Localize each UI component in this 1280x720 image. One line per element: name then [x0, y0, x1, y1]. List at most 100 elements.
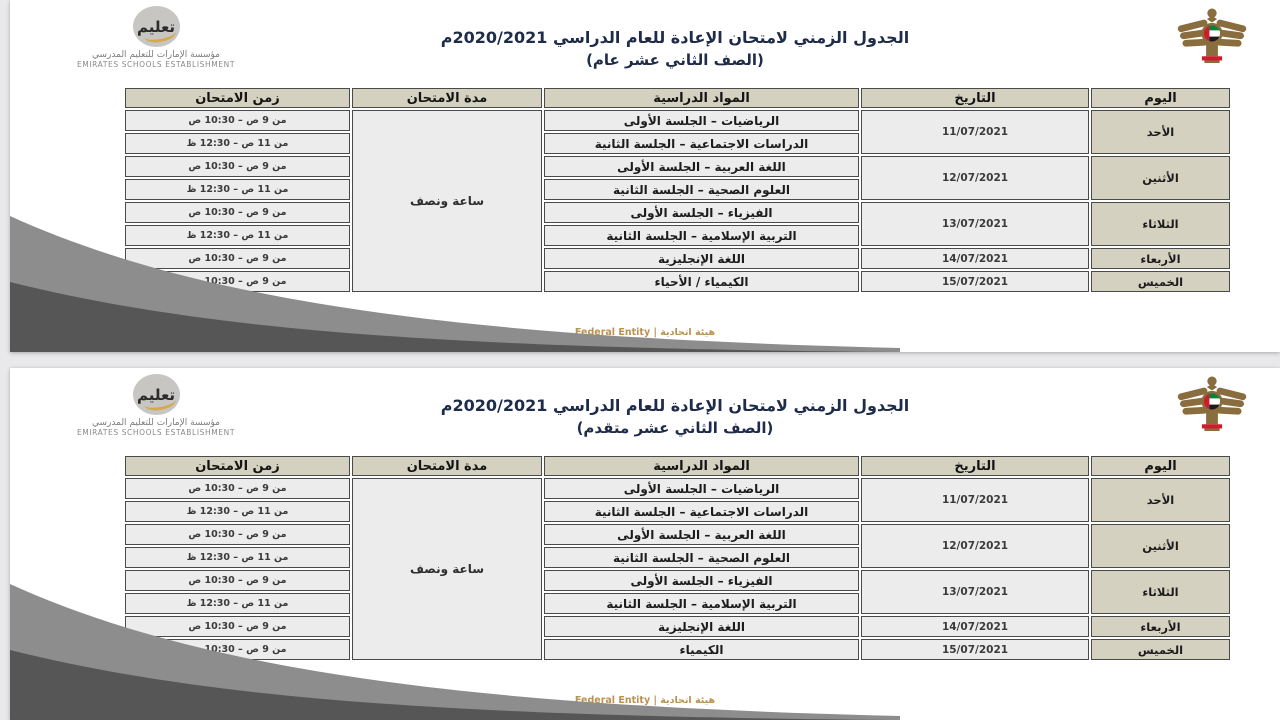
date-cell: 12/07/2021: [861, 524, 1089, 568]
day-cell: الأثنين: [1091, 524, 1230, 568]
column-header: التاريخ: [861, 456, 1089, 476]
day-cell: الأربعاء: [1091, 616, 1230, 637]
time-cell: من 9 ص – 10:30 ص: [125, 639, 350, 660]
time-cell: من 9 ص – 10:30 ص: [125, 524, 350, 545]
uae-emblem-icon: [1177, 376, 1247, 432]
date-cell: 11/07/2021: [861, 478, 1089, 522]
time-cell: من 11 ص – 12:30 ظ: [125, 133, 350, 154]
subject-cell: الفيزياء – الجلسة الأولى: [544, 570, 859, 591]
subject-cell: الدراسات الاجتماعية – الجلسة الثانية: [544, 501, 859, 522]
time-cell: من 9 ص – 10:30 ص: [125, 570, 350, 591]
column-header: مدة الامتحان: [352, 88, 542, 108]
header-row: اليوم التاريخ المواد الدراسية مدة الامتحان ز…: [125, 88, 1230, 108]
subject-cell: الفيزياء – الجلسة الأولى: [544, 202, 859, 223]
schedule-row: العلوم الصحية – الجلسة الثانية من 11 ص – …: [125, 547, 1230, 568]
ese-logo-mark-icon: تعليم: [132, 6, 180, 47]
time-cell: من 11 ص – 12:30 ظ: [125, 225, 350, 246]
time-cell: من 9 ص – 10:30 ص: [125, 271, 350, 292]
date-cell: 15/07/2021: [861, 271, 1089, 292]
subject-cell: اللغة العربية – الجلسة الأولى: [544, 156, 859, 177]
day-cell: الأربعاء: [1091, 248, 1230, 269]
subject-cell: التربية الإسلامية – الجلسة الثانية: [544, 593, 859, 614]
uae-emblem-icon: [1177, 8, 1247, 64]
date-cell: 12/07/2021: [861, 156, 1089, 200]
time-cell: من 9 ص – 10:30 ص: [125, 478, 350, 499]
schedule-row: الثلاثاء 13/07/2021 الفيزياء – الجلسة الأو…: [125, 570, 1230, 614]
exam-schedule-table: اليوم التاريخ المواد الدراسية مدة الامتحان ز…: [123, 86, 1232, 294]
schedule-body: الأحد 11/07/2021 الرياضيات – الجلسة الأولى…: [125, 478, 1230, 660]
date-cell: 11/07/2021: [861, 110, 1089, 154]
subject-cell: اللغة الإنجليزية: [544, 248, 859, 269]
column-header: اليوم: [1091, 88, 1230, 108]
subject-cell: الكيمياء / الأحياء: [544, 271, 859, 292]
time-cell: من 11 ص – 12:30 ظ: [125, 593, 350, 614]
schedule-title: الجدول الزمني لامتحان الإعادة للعام الدر…: [440, 28, 910, 47]
title-block: الجدول الزمني لامتحان الإعادة للعام الدر…: [295, 396, 1055, 437]
schedule-row: الخميس 15/07/2021 الكيمياء من 9 ص – 10:30 ص: [125, 639, 1230, 660]
federal-entity-footer: Federal Entity | هيئة اتحادية: [574, 695, 716, 706]
column-header: المواد الدراسية: [544, 88, 859, 108]
ese-logo-word: تعليم: [136, 385, 176, 404]
ese-logo-word: تعليم: [136, 17, 176, 36]
time-cell: من 11 ص – 12:30 ظ: [125, 547, 350, 568]
time-cell: من 9 ص – 10:30 ص: [125, 616, 350, 637]
schedule-title: الجدول الزمني لامتحان الإعادة للعام الدر…: [440, 396, 910, 415]
time-cell: من 9 ص – 10:30 ص: [125, 156, 350, 177]
exam-schedule-table: اليوم التاريخ المواد الدراسية مدة الامتحان ز…: [123, 454, 1232, 662]
header-row: اليوم التاريخ المواد الدراسية مدة الامتحان ز…: [125, 456, 1230, 476]
date-cell: 13/07/2021: [861, 570, 1089, 614]
subject-cell: العلوم الصحية – الجلسة الثانية: [544, 179, 859, 200]
day-cell: الخميس: [1091, 639, 1230, 660]
column-header: التاريخ: [861, 88, 1089, 108]
column-header: مدة الامتحان: [352, 456, 542, 476]
federal-entity-footer: Federal Entity | هيئة اتحادية: [574, 327, 716, 338]
time-cell: من 9 ص – 10:30 ص: [125, 248, 350, 269]
schedule-row: الأحد 11/07/2021 الرياضيات – الجلسة الأولى…: [125, 110, 1230, 292]
schedule-row: الدراسات الاجتماعية – الجلسة الثانية من 1…: [125, 133, 1230, 154]
schedule-page: تعليم مؤسسة الإمارات للتعليم المدرسي EMI…: [10, 368, 1280, 720]
subject-cell: الكيمياء: [544, 639, 859, 660]
subject-cell: الرياضيات – الجلسة الأولى: [544, 110, 859, 131]
subject-cell: الرياضيات – الجلسة الأولى: [544, 478, 859, 499]
column-header: المواد الدراسية: [544, 456, 859, 476]
schedule-row: العلوم الصحية – الجلسة الثانية من 11 ص – …: [125, 179, 1230, 200]
schedule-row: الأحد 11/07/2021 الرياضيات – الجلسة الأولى…: [125, 478, 1230, 660]
time-cell: من 11 ص – 12:30 ظ: [125, 501, 350, 522]
schedule-row: الأربعاء 14/07/2021 اللغة الإنجليزية من 9 ص…: [125, 616, 1230, 637]
day-cell: الأثنين: [1091, 156, 1230, 200]
schedule-row: الخميس 15/07/2021 الكيمياء / الأحياء من 9 ص…: [125, 271, 1230, 292]
subject-cell: العلوم الصحية – الجلسة الثانية: [544, 547, 859, 568]
ese-org-name-arabic: مؤسسة الإمارات للتعليم المدرسي: [92, 418, 220, 428]
schedule-subtitle: (الصف الثاني عشر متقدم): [576, 419, 774, 437]
subject-cell: اللغة الإنجليزية: [544, 616, 859, 637]
schedule-subtitle: (الصف الثاني عشر عام): [586, 51, 764, 69]
day-cell: الخميس: [1091, 271, 1230, 292]
ese-logo: تعليم مؤسسة الإمارات للتعليم المدرسي EMI…: [50, 6, 262, 69]
column-header: زمن الامتحان: [125, 88, 350, 108]
column-header: اليوم: [1091, 456, 1230, 476]
column-header: زمن الامتحان: [125, 456, 350, 476]
ese-org-name-english: EMIRATES SCHOOLS ESTABLISHMENT: [76, 428, 236, 437]
schedule-row: الأثنين 12/07/2021 اللغة العربية – الجلسة …: [125, 156, 1230, 200]
day-cell: الأحد: [1091, 478, 1230, 522]
schedule-row: الأربعاء 14/07/2021 اللغة الإنجليزية من 9 ص…: [125, 248, 1230, 269]
date-cell: 14/07/2021: [861, 616, 1089, 637]
subject-cell: الدراسات الاجتماعية – الجلسة الثانية: [544, 133, 859, 154]
day-cell: الثلاثاء: [1091, 202, 1230, 246]
time-cell: من 9 ص – 10:30 ص: [125, 110, 350, 131]
duration-cell: ساعة ونصف: [352, 110, 542, 292]
subject-cell: اللغة العربية – الجلسة الأولى: [544, 524, 859, 545]
schedule-row: الأثنين 12/07/2021 اللغة العربية – الجلسة …: [125, 524, 1230, 568]
ese-org-name-english: EMIRATES SCHOOLS ESTABLISHMENT: [76, 60, 236, 69]
schedule-row: الثلاثاء 13/07/2021 الفيزياء – الجلسة الأو…: [125, 202, 1230, 246]
schedule-body: الأحد 11/07/2021 الرياضيات – الجلسة الأولى…: [125, 110, 1230, 292]
time-cell: من 11 ص – 12:30 ظ: [125, 179, 350, 200]
ese-org-name-arabic: مؤسسة الإمارات للتعليم المدرسي: [92, 50, 220, 60]
schedule-row: الدراسات الاجتماعية – الجلسة الثانية من 1…: [125, 501, 1230, 522]
date-cell: 13/07/2021: [861, 202, 1089, 246]
subject-cell: التربية الإسلامية – الجلسة الثانية: [544, 225, 859, 246]
schedule-page: تعليم مؤسسة الإمارات للتعليم المدرسي EMI…: [10, 0, 1280, 352]
ese-logo-mark-icon: تعليم: [132, 374, 180, 415]
time-cell: من 9 ص – 10:30 ص: [125, 202, 350, 223]
ese-logo: تعليم مؤسسة الإمارات للتعليم المدرسي EMI…: [50, 374, 262, 437]
